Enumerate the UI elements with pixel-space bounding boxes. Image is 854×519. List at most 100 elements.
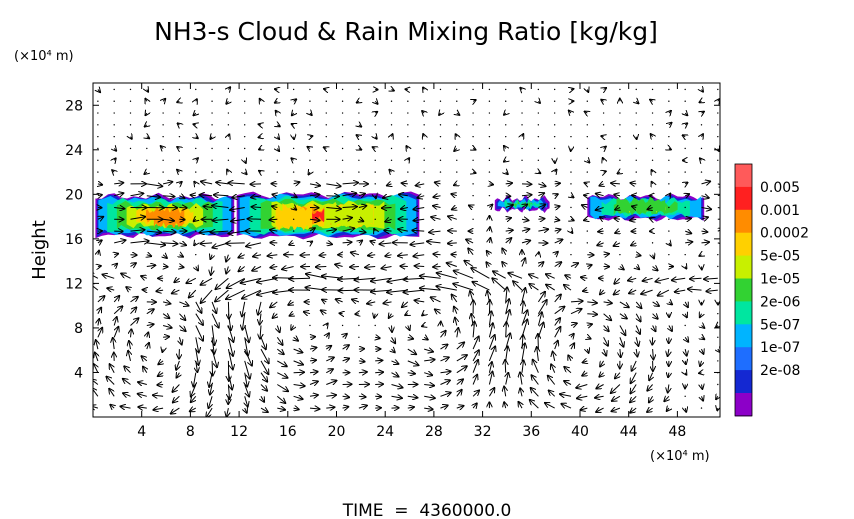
wind-vector: [619, 124, 621, 126]
wind-vector: [470, 291, 473, 303]
wind-vector: [162, 124, 164, 126]
wind-vector: [651, 159, 654, 161]
wind-vector: [177, 101, 179, 102]
wind-vector: [439, 135, 442, 138]
wind-vector: [702, 349, 704, 354]
wind-vector: [195, 230, 197, 232]
wind-vector: [595, 396, 604, 398]
wind-vector: [685, 123, 687, 125]
wind-vector: [587, 90, 588, 92]
wind-vector: [701, 231, 708, 232]
wind-vector: [423, 134, 424, 137]
wind-vector: [352, 300, 360, 302]
wind-vector: [126, 287, 130, 290]
wind-vector: [553, 100, 556, 102]
wind-vector: [571, 196, 574, 198]
wind-vector: [98, 195, 102, 196]
wind-vector: [163, 231, 176, 232]
wind-vector: [424, 373, 432, 376]
wind-vector: [628, 278, 637, 280]
wind-vector: [341, 100, 344, 102]
wind-vector: [513, 281, 523, 291]
wind-vector: [179, 267, 183, 268]
wind-vector: [489, 227, 490, 231]
wind-vector: [251, 196, 262, 198]
wind-vector: [669, 302, 672, 305]
wind-vector: [380, 243, 392, 244]
wind-vector: [538, 219, 544, 220]
wind-vector: [454, 271, 474, 279]
wind-vector: [619, 301, 629, 307]
wind-vector: [162, 349, 163, 352]
wind-vector: [629, 290, 637, 293]
x-tick-label: 16: [279, 424, 297, 440]
wind-vector: [243, 147, 246, 150]
wind-vector: [128, 351, 130, 362]
wind-vector: [717, 171, 719, 173]
wind-vector: [276, 171, 279, 173]
wind-vector: [243, 112, 246, 114]
wind-vector: [651, 112, 654, 114]
wind-vector: [143, 367, 147, 373]
wind-vector: [343, 334, 347, 338]
wind-vector: [701, 242, 710, 243]
wind-vector: [309, 395, 318, 396]
wind-vector: [472, 194, 474, 197]
wind-vector: [630, 183, 637, 184]
wind-vector: [619, 147, 621, 150]
wind-vector: [433, 267, 441, 268]
wind-vector: [582, 373, 587, 376]
wind-vector: [189, 289, 197, 297]
wind-vector: [684, 253, 686, 256]
wind-vector: [521, 171, 523, 173]
wind-vector: [245, 160, 246, 163]
wind-vector: [398, 255, 408, 256]
wind-vector: [464, 261, 474, 267]
wind-vector: [375, 101, 377, 104]
wind-vector: [414, 219, 425, 220]
wind-vector: [537, 135, 540, 138]
wind-vector: [423, 147, 425, 150]
wind-vector: [521, 100, 523, 102]
wind-vector: [668, 373, 669, 378]
wind-vector: [196, 337, 199, 352]
wind-vector: [423, 159, 425, 161]
wind-vector: [447, 263, 457, 267]
wind-vector: [435, 309, 441, 313]
wind-vector: [113, 112, 115, 114]
wind-vector: [576, 385, 588, 388]
wind-vector: [658, 289, 670, 296]
wind-vector: [635, 124, 637, 126]
wind-vector: [239, 267, 246, 272]
wind-vector: [488, 194, 491, 197]
wind-vector: [619, 112, 621, 114]
wind-vector: [587, 314, 597, 315]
wind-vector: [630, 219, 637, 220]
time-footer: TIME = 4360000.0: [342, 501, 512, 519]
wind-vector: [668, 349, 669, 356]
wind-vector: [439, 88, 442, 91]
wind-vector: [350, 267, 359, 268]
wind-vector: [163, 196, 174, 197]
wind-vector: [209, 396, 213, 408]
wind-vector: [289, 243, 293, 245]
wind-vector: [668, 384, 669, 393]
wind-vector: [505, 183, 512, 184]
wind-vector: [270, 230, 278, 231]
wind-vector: [685, 194, 689, 196]
wind-vector: [200, 195, 213, 196]
wind-vector: [213, 219, 229, 220]
wind-vector: [194, 113, 196, 115]
wind-vector: [433, 196, 441, 197]
wind-vector: [570, 309, 582, 315]
wind-vector: [604, 337, 608, 345]
wind-vector: [538, 312, 542, 326]
wind-vector: [97, 100, 99, 102]
wind-vector: [407, 348, 416, 354]
wind-vector: [554, 240, 563, 243]
wind-vector: [520, 372, 522, 385]
y-tick-label: 28: [65, 98, 83, 114]
wind-vector: [635, 159, 637, 161]
wind-vector: [565, 275, 572, 278]
wind-vector: [374, 229, 375, 231]
